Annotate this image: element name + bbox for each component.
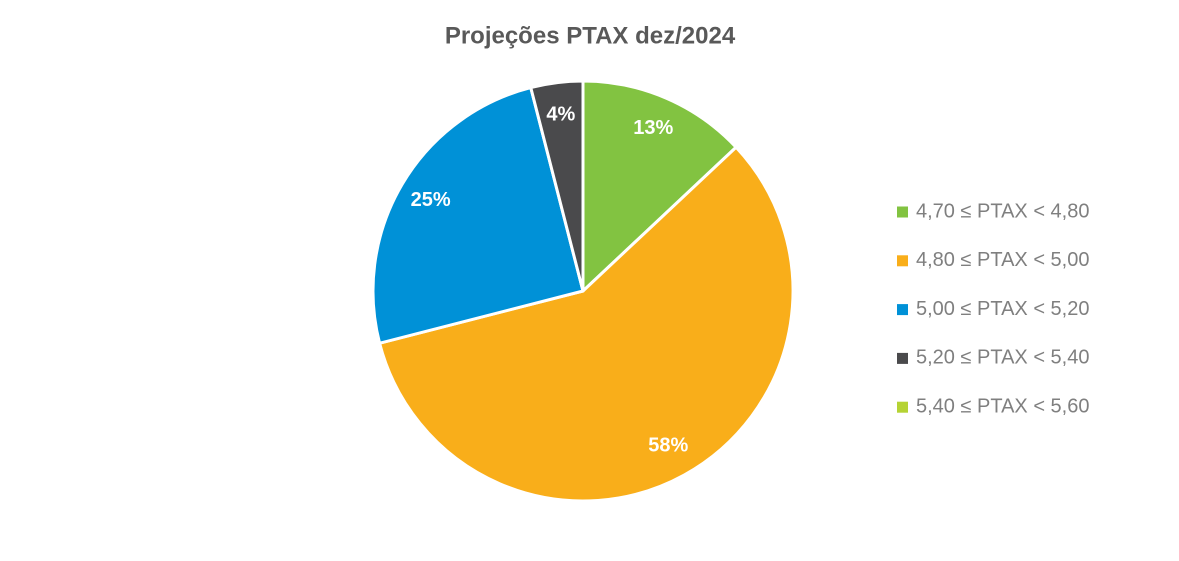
legend-swatch <box>897 255 908 267</box>
pie-slice <box>378 145 795 503</box>
legend-swatch <box>897 304 908 316</box>
legend-label: 4,70 ≤ PTAX < 4,80 <box>916 200 1090 222</box>
slice-label: 25% <box>411 189 451 211</box>
pie-slice <box>581 79 738 293</box>
pie-slice <box>371 86 585 345</box>
legend-swatch <box>897 206 908 218</box>
legend-swatch <box>897 352 908 364</box>
chart-title: Projeções PTAX dez/2024 <box>445 22 736 49</box>
legend-swatch <box>897 401 908 413</box>
legend-label: 4,80 ≤ PTAX < 5,00 <box>916 249 1090 271</box>
legend-label: 5,40 ≤ PTAX < 5,60 <box>916 395 1090 417</box>
slice-label: 13% <box>633 117 673 139</box>
slice-label: 58% <box>648 434 688 456</box>
legend-label: 5,00 ≤ PTAX < 5,20 <box>916 298 1090 320</box>
legend-label: 5,20 ≤ PTAX < 5,40 <box>916 347 1090 369</box>
slice-label: 4% <box>546 104 575 126</box>
